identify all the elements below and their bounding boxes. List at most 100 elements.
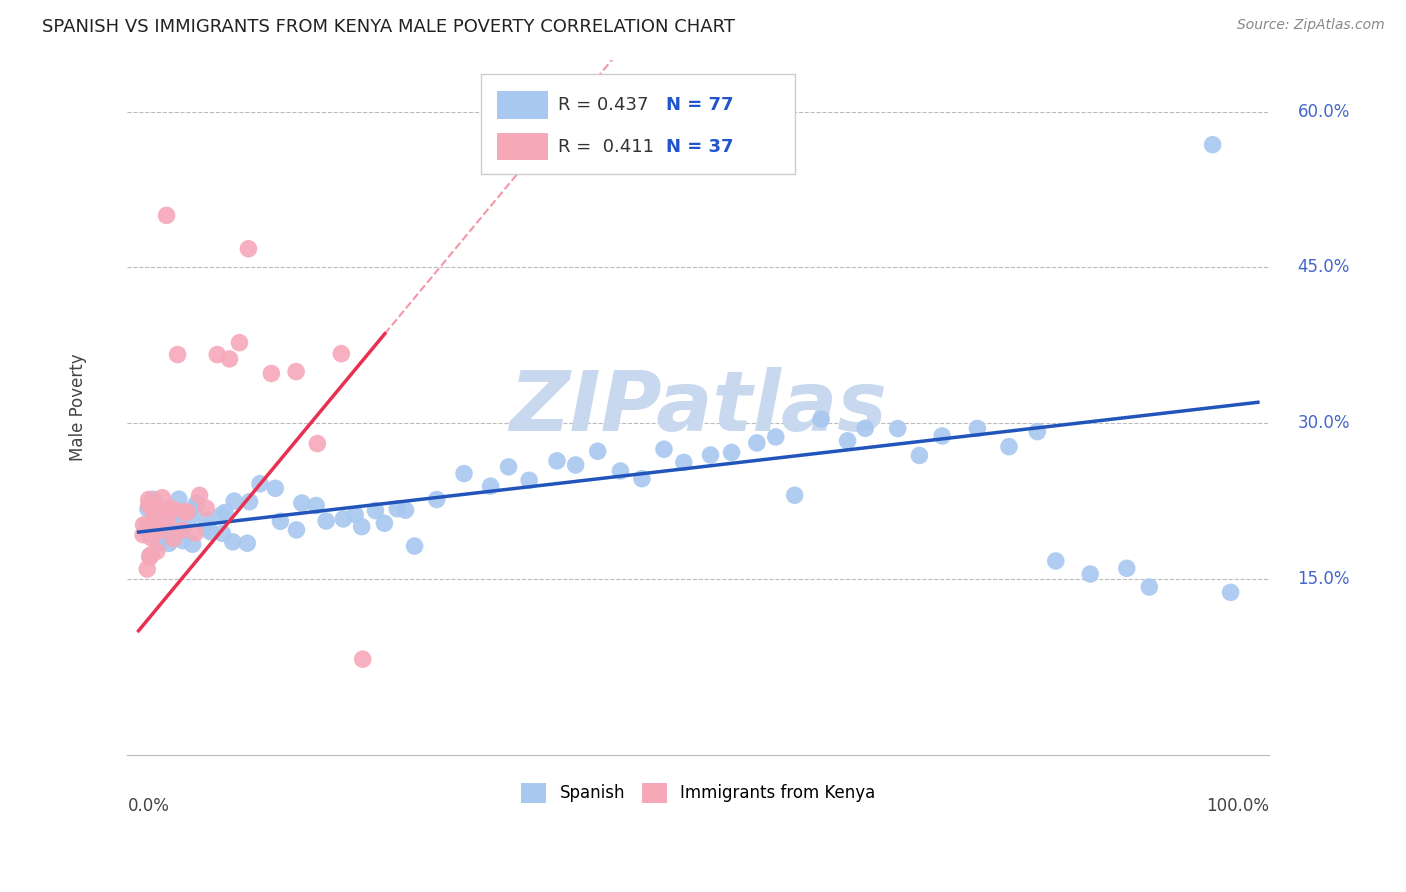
Point xyxy=(139,549,162,563)
Point xyxy=(169,524,191,539)
Point xyxy=(136,501,159,516)
Point xyxy=(218,351,240,366)
Point xyxy=(886,421,908,435)
Point xyxy=(207,348,229,362)
Point xyxy=(166,348,188,362)
Point xyxy=(143,508,166,522)
Point xyxy=(291,496,314,510)
Point xyxy=(228,335,250,350)
Point xyxy=(148,536,170,550)
Point xyxy=(162,532,184,546)
Point xyxy=(546,454,568,468)
Text: SPANISH VS IMMIGRANTS FROM KENYA MALE POVERTY CORRELATION CHART: SPANISH VS IMMIGRANTS FROM KENYA MALE PO… xyxy=(42,18,735,36)
Point xyxy=(908,449,931,463)
Point xyxy=(184,500,207,514)
Text: 30.0%: 30.0% xyxy=(1298,414,1350,432)
Point xyxy=(172,523,194,537)
Point xyxy=(160,513,183,527)
Point xyxy=(285,365,308,379)
Point xyxy=(145,509,167,524)
Point xyxy=(745,436,768,450)
Point xyxy=(586,444,609,458)
Point xyxy=(404,539,426,553)
Point xyxy=(195,501,218,516)
Legend: Spanish, Immigrants from Kenya: Spanish, Immigrants from Kenya xyxy=(515,776,882,810)
FancyBboxPatch shape xyxy=(498,133,547,161)
Point xyxy=(148,524,170,538)
Point xyxy=(1201,137,1223,152)
Point xyxy=(783,488,806,502)
Text: 0.0%: 0.0% xyxy=(128,797,169,815)
Point xyxy=(142,500,165,515)
Point xyxy=(136,562,159,576)
Point xyxy=(200,524,222,539)
Point xyxy=(135,519,157,533)
Text: Male Poverty: Male Poverty xyxy=(69,353,87,461)
Point xyxy=(426,492,449,507)
Point xyxy=(224,494,246,508)
FancyBboxPatch shape xyxy=(498,91,547,119)
Point xyxy=(1219,585,1241,599)
Point xyxy=(141,531,163,545)
Point xyxy=(1078,566,1101,581)
Point xyxy=(810,412,832,426)
Point xyxy=(350,519,373,533)
Point xyxy=(609,464,631,478)
Point xyxy=(163,504,186,518)
Text: 45.0%: 45.0% xyxy=(1298,259,1350,277)
Point xyxy=(135,522,157,536)
Text: 100.0%: 100.0% xyxy=(1206,797,1270,815)
Point xyxy=(139,550,162,565)
Point xyxy=(195,521,218,535)
Point xyxy=(631,472,654,486)
Point xyxy=(159,527,181,541)
Point xyxy=(148,522,170,536)
Point xyxy=(236,536,259,550)
Point xyxy=(1026,425,1049,439)
Point xyxy=(307,436,329,450)
Point xyxy=(214,505,236,519)
Point xyxy=(564,458,586,472)
Point xyxy=(285,523,308,537)
Point xyxy=(720,445,742,459)
Point xyxy=(853,421,876,435)
Point xyxy=(188,488,211,502)
Point xyxy=(146,544,169,558)
Point xyxy=(966,421,988,435)
Point xyxy=(239,494,262,508)
Point xyxy=(373,516,395,531)
Point xyxy=(132,517,155,532)
Point xyxy=(138,499,160,513)
Point xyxy=(149,508,172,523)
Point xyxy=(498,459,520,474)
Point xyxy=(211,508,233,522)
Point xyxy=(332,512,354,526)
Text: R = 0.437: R = 0.437 xyxy=(558,95,648,114)
Point xyxy=(149,516,172,531)
Point xyxy=(315,514,337,528)
Point xyxy=(148,501,170,516)
Point xyxy=(998,440,1021,454)
Text: N = 77: N = 77 xyxy=(666,95,734,114)
Point xyxy=(172,520,194,534)
Point xyxy=(222,534,245,549)
Point xyxy=(150,491,173,505)
Point xyxy=(181,537,204,551)
FancyBboxPatch shape xyxy=(481,73,796,175)
Text: N = 37: N = 37 xyxy=(666,137,734,155)
Point xyxy=(269,514,291,528)
Point xyxy=(184,526,207,541)
Point xyxy=(387,501,409,516)
Point xyxy=(699,448,721,462)
Point xyxy=(173,505,195,519)
Text: 15.0%: 15.0% xyxy=(1298,570,1350,588)
Text: Source: ZipAtlas.com: Source: ZipAtlas.com xyxy=(1237,18,1385,32)
Point xyxy=(155,208,177,222)
Point xyxy=(479,479,502,493)
Text: ZIPatlas: ZIPatlas xyxy=(509,367,887,448)
Point xyxy=(672,455,695,469)
Point xyxy=(394,503,416,517)
Point xyxy=(1137,580,1160,594)
Point xyxy=(260,367,283,381)
Point xyxy=(179,510,201,524)
